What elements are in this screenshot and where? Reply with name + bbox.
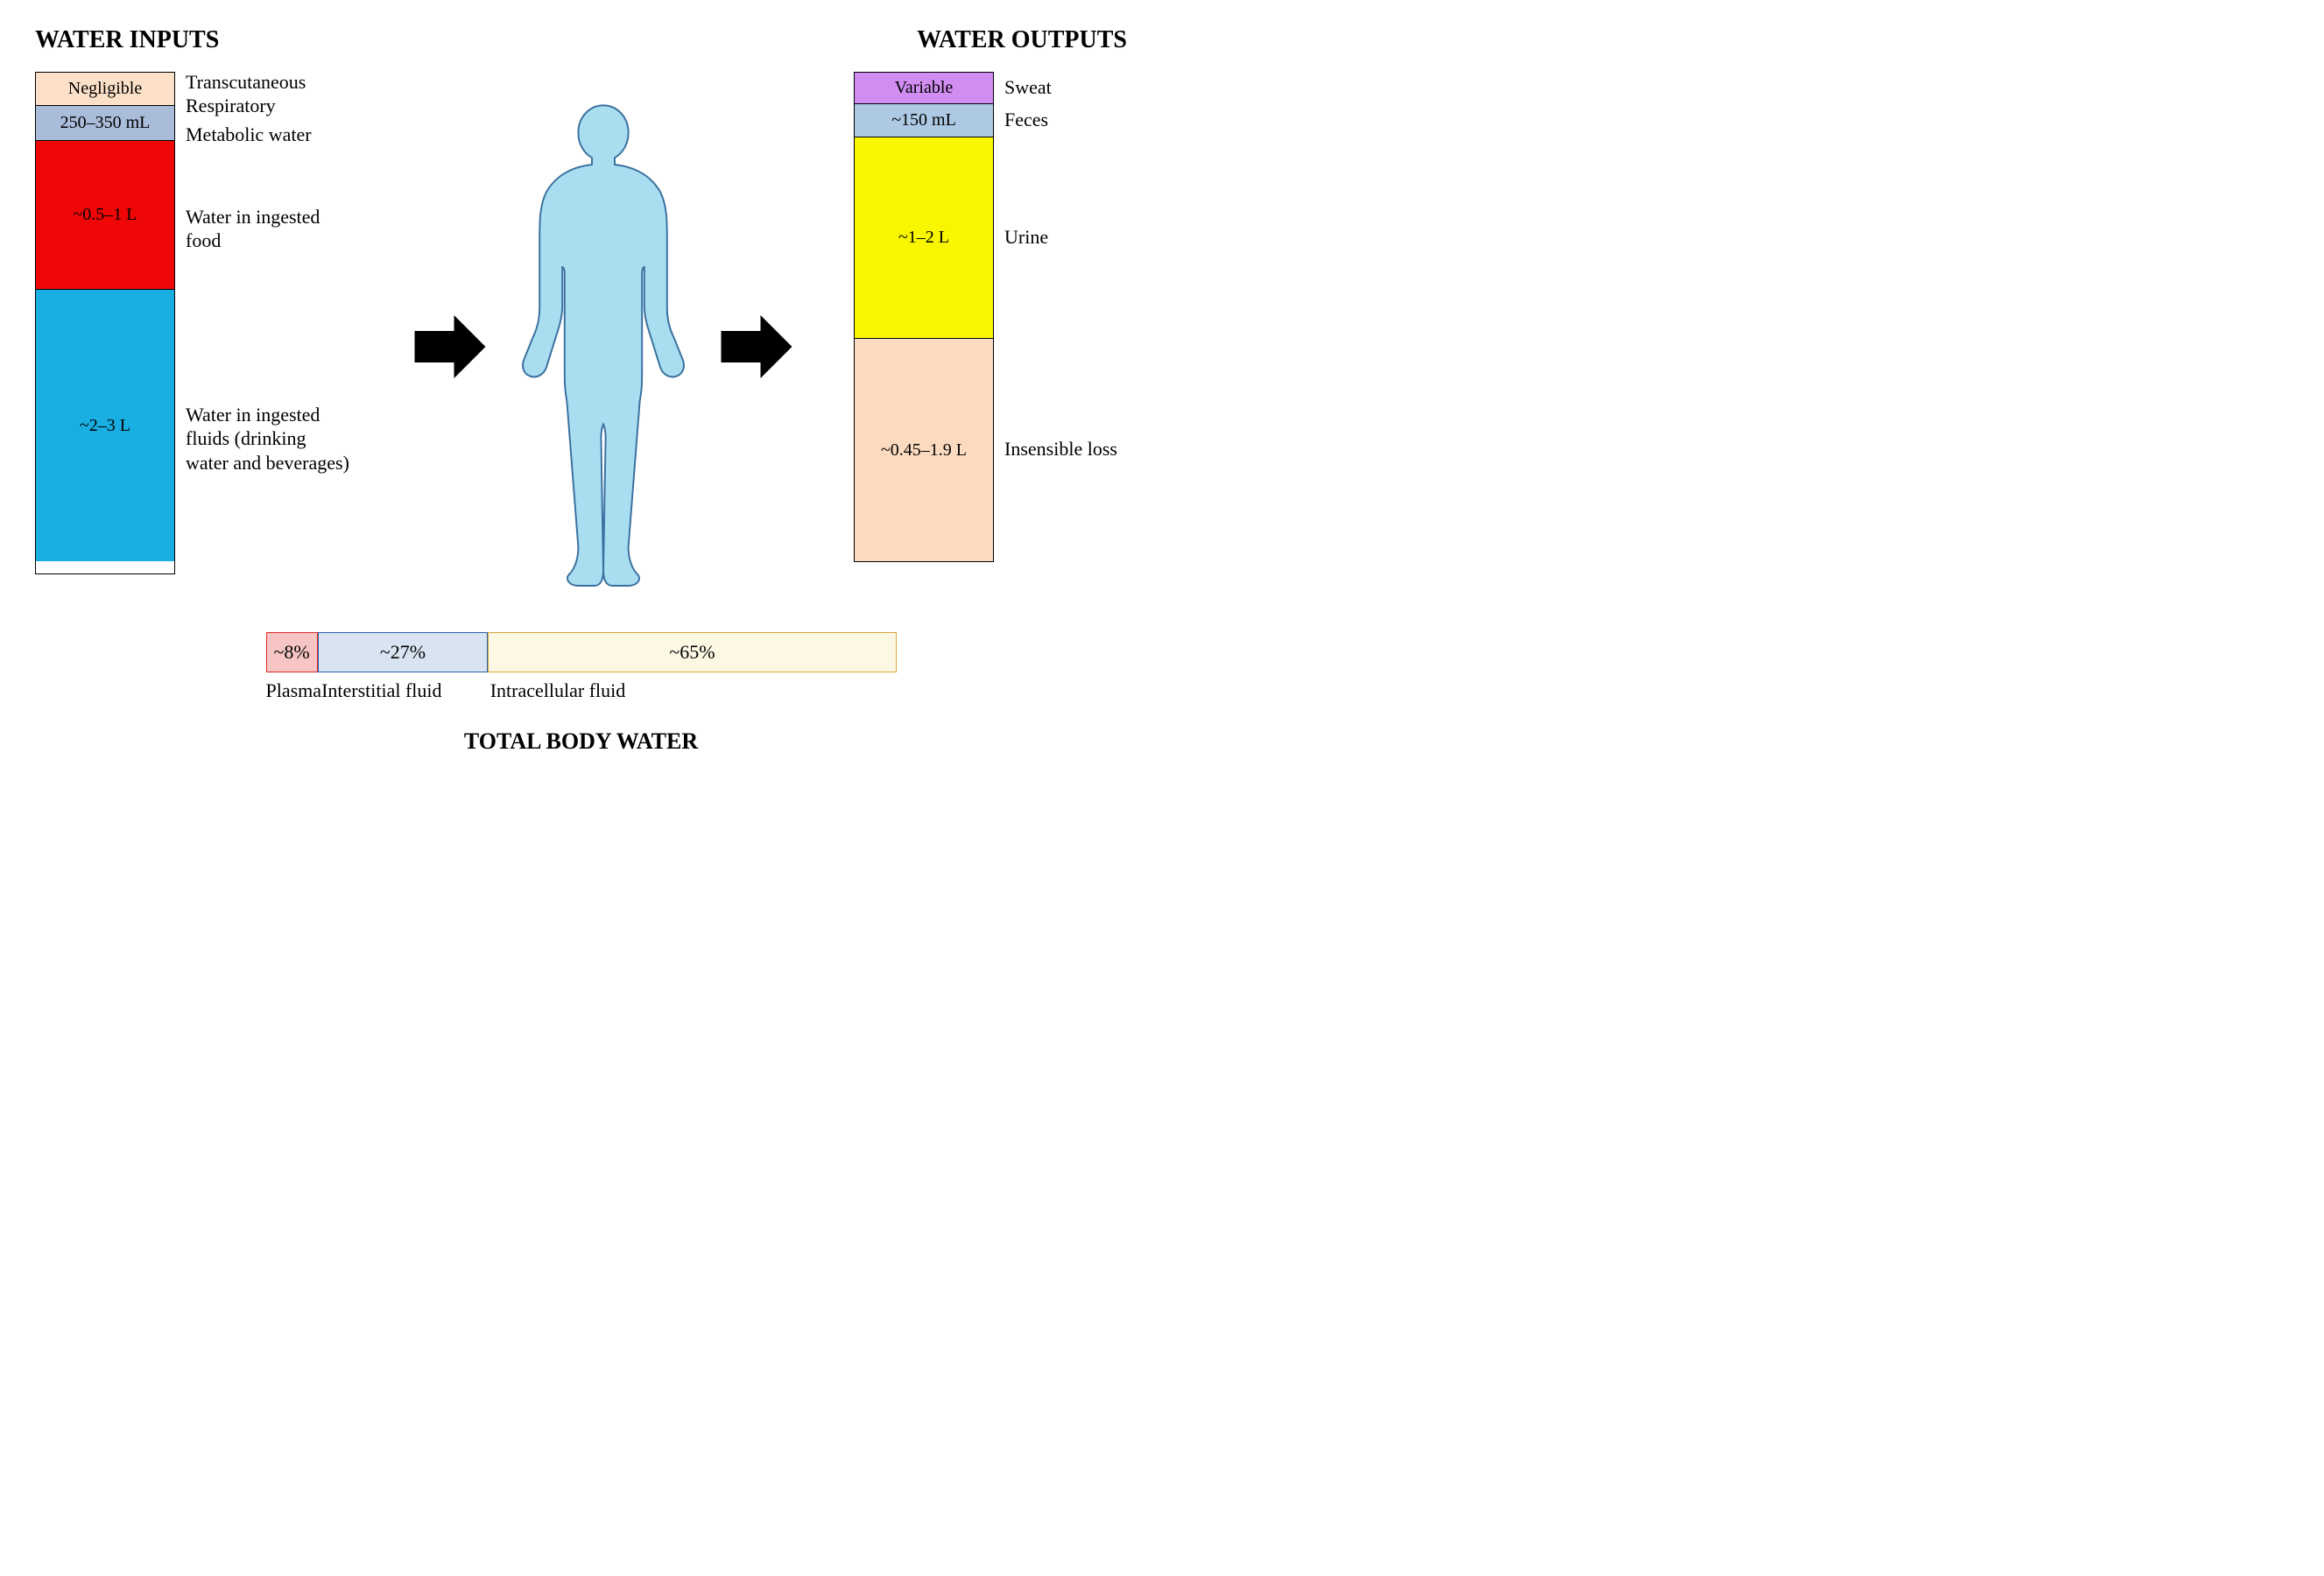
inputs-label-3: Water in ingested fluids (drinking water…	[186, 303, 352, 574]
outputs-segment-2: ~1–2 L	[855, 137, 993, 339]
arrow-right-icon	[717, 307, 796, 386]
inputs-label-0: Transcutaneous Respiratory	[186, 72, 352, 116]
outputs-label-1: Feces	[1004, 103, 1127, 137]
inputs-label-1: Metabolic water	[186, 116, 352, 154]
tbw-segment-0: ~8%	[266, 632, 318, 672]
total-body-water-section: ~8%~27%~65% PlasmaInterstitial fluidIntr…	[35, 632, 1127, 755]
tbw-label-0: Plasma	[266, 679, 322, 702]
tbw-label-2: Intracellular fluid	[490, 679, 897, 702]
water-inputs-title: WATER INPUTS	[35, 26, 352, 54]
outputs-label-2: Urine	[1004, 137, 1127, 338]
total-body-water-labels: PlasmaInterstitial fluidIntracellular fl…	[266, 679, 897, 702]
total-body-water-bar: ~8%~27%~65%	[266, 632, 897, 672]
inputs-stacked-bar: Negligible250–350 mL~0.5–1 L~2–3 L	[35, 72, 175, 574]
water-inputs-column: WATER INPUTS Negligible250–350 mL~0.5–1 …	[35, 26, 352, 574]
inputs-bar-group: Negligible250–350 mL~0.5–1 L~2–3 L Trans…	[35, 72, 352, 574]
tbw-segment-1: ~27%	[318, 632, 489, 672]
total-body-water-title: TOTAL BODY WATER	[464, 728, 698, 755]
arrow-left-icon	[411, 307, 489, 386]
outputs-bar-group: Variable~150 mL~1–2 L~0.45–1.9 L SweatFe…	[854, 72, 1127, 562]
inputs-segment-3: ~2–3 L	[36, 290, 174, 561]
outputs-segment-1: ~150 mL	[855, 104, 993, 137]
outputs-bar-labels: SweatFecesUrineInsensible loss	[1004, 72, 1127, 562]
inputs-segment-2: ~0.5–1 L	[36, 141, 174, 290]
center-human-column	[411, 96, 796, 597]
inputs-bar-labels: Transcutaneous RespiratoryMetabolic wate…	[186, 72, 352, 574]
water-outputs-title: WATER OUTPUTS	[854, 26, 1127, 54]
outputs-label-3: Insensible loss	[1004, 338, 1127, 560]
human-silhouette-icon	[489, 96, 717, 597]
inputs-segment-0: Negligible	[36, 73, 174, 106]
outputs-stacked-bar: Variable~150 mL~1–2 L~0.45–1.9 L	[854, 72, 994, 562]
tbw-segment-2: ~65%	[488, 632, 896, 672]
inputs-label-2: Water in ingested food	[186, 154, 352, 303]
tbw-label-1: Interstitial fluid	[321, 679, 490, 702]
outputs-segment-0: Variable	[855, 73, 993, 104]
top-section: WATER INPUTS Negligible250–350 mL~0.5–1 …	[35, 26, 1127, 597]
outputs-label-0: Sweat	[1004, 72, 1127, 103]
inputs-segment-1: 250–350 mL	[36, 106, 174, 141]
outputs-segment-3: ~0.45–1.9 L	[855, 339, 993, 561]
water-outputs-column: WATER OUTPUTS Variable~150 mL~1–2 L~0.45…	[854, 26, 1127, 562]
